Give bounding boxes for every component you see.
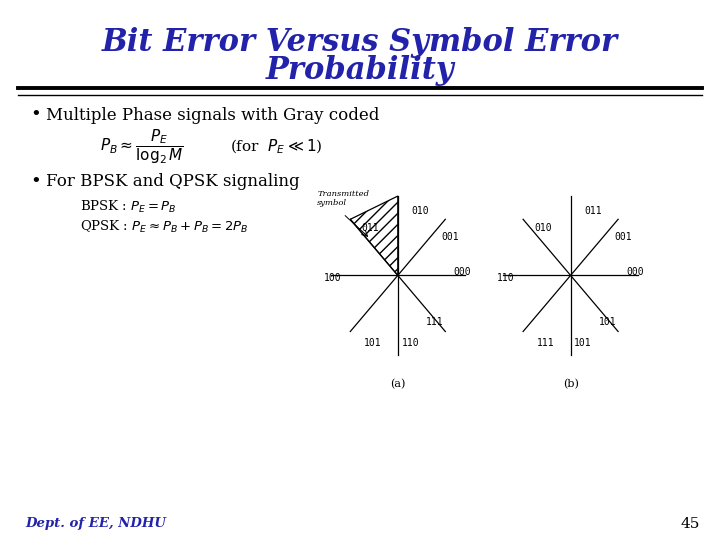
Text: 000: 000 xyxy=(454,267,472,278)
Text: (a): (a) xyxy=(390,379,405,389)
Text: $P_B \approx \dfrac{P_E}{\log_2 M}$: $P_B \approx \dfrac{P_E}{\log_2 M}$ xyxy=(100,128,184,166)
Text: Bit Error Versus Symbol Error: Bit Error Versus Symbol Error xyxy=(102,28,618,58)
Polygon shape xyxy=(351,196,397,275)
Text: QPSK : $P_E \approx P_B + P_B = 2P_B$: QPSK : $P_E \approx P_B + P_B = 2P_B$ xyxy=(80,219,248,235)
Text: 000: 000 xyxy=(626,267,644,278)
Text: 001: 001 xyxy=(441,232,459,242)
Text: Dept. of EE, NDHU: Dept. of EE, NDHU xyxy=(25,517,166,530)
Text: Transmitted
symbol: Transmitted symbol xyxy=(318,190,369,207)
Text: 010: 010 xyxy=(534,224,552,233)
Text: 101: 101 xyxy=(364,338,382,348)
Text: 101: 101 xyxy=(575,338,592,348)
Text: Probability: Probability xyxy=(266,56,454,86)
Text: (b): (b) xyxy=(562,379,579,389)
Text: (for  $P_E \ll 1$): (for $P_E \ll 1$) xyxy=(230,138,323,156)
Text: 110: 110 xyxy=(402,338,419,348)
Text: 100: 100 xyxy=(324,273,342,284)
Text: •: • xyxy=(30,173,41,191)
Text: 110: 110 xyxy=(497,273,515,284)
Text: 011: 011 xyxy=(584,206,602,216)
Text: 010: 010 xyxy=(411,206,429,216)
Text: 011: 011 xyxy=(361,224,379,233)
Text: 45: 45 xyxy=(680,517,700,531)
Text: 111: 111 xyxy=(426,318,444,327)
Text: BPSK : $P_E = P_B$: BPSK : $P_E = P_B$ xyxy=(80,199,176,215)
Text: 001: 001 xyxy=(614,232,631,242)
Text: Multiple Phase signals with Gray coded: Multiple Phase signals with Gray coded xyxy=(46,106,379,124)
Text: For BPSK and QPSK signaling: For BPSK and QPSK signaling xyxy=(46,173,300,191)
Text: 101: 101 xyxy=(599,318,617,327)
Text: 111: 111 xyxy=(537,338,554,348)
Text: •: • xyxy=(30,106,41,124)
